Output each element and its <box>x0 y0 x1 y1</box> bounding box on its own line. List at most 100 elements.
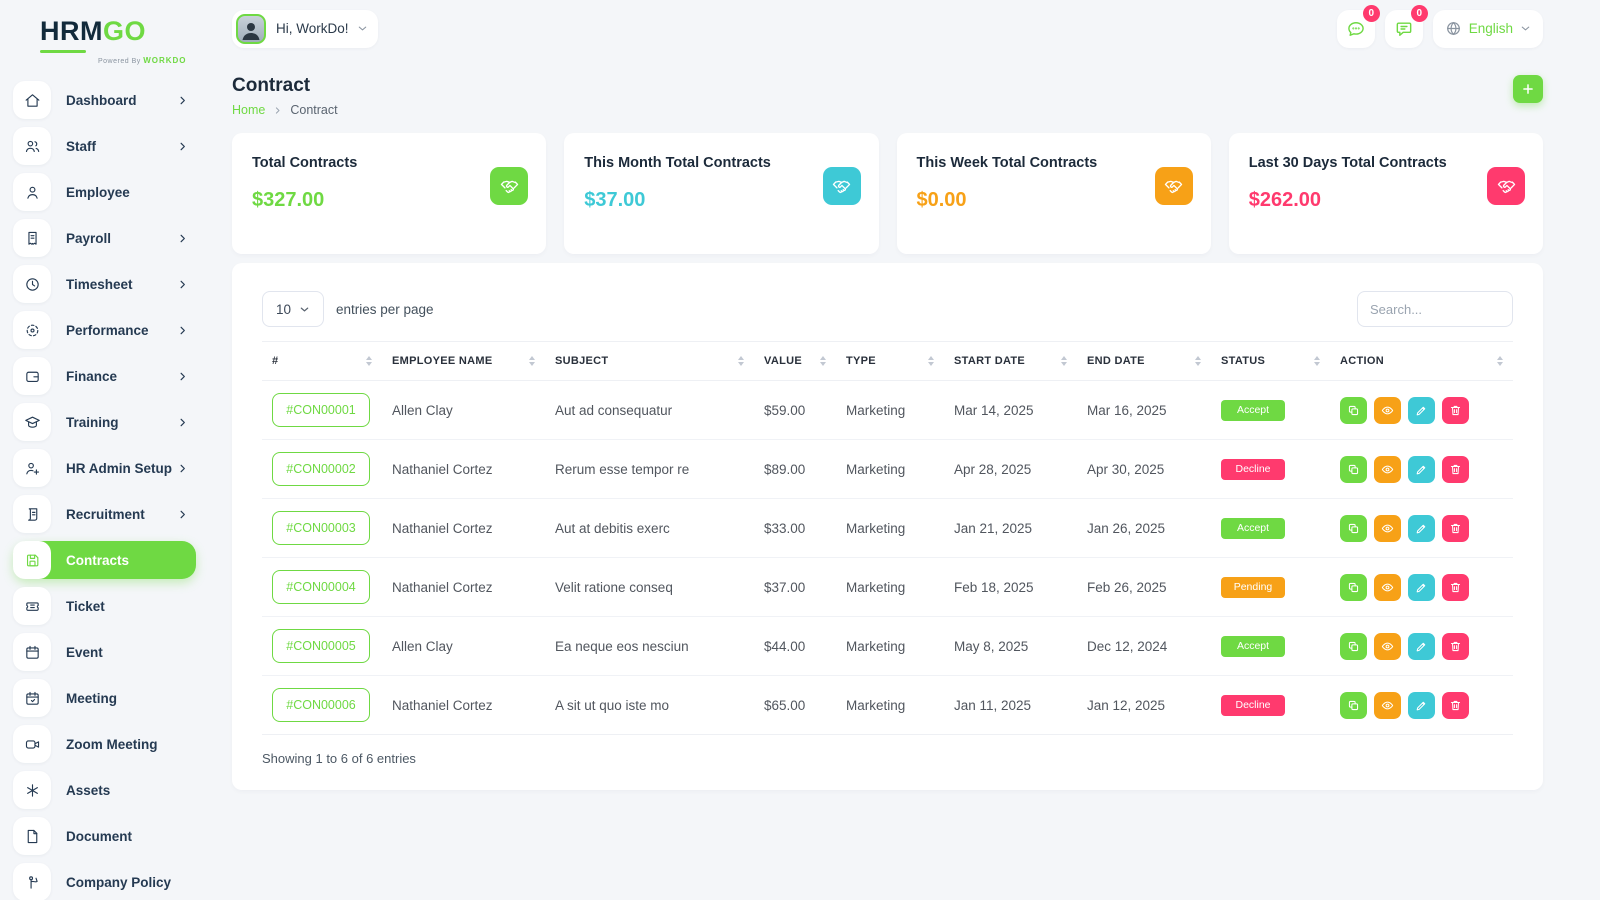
edit-button[interactable] <box>1408 573 1435 601</box>
delete-button[interactable] <box>1442 455 1469 483</box>
duplicate-button[interactable] <box>1340 455 1367 483</box>
contract-id-badge[interactable]: #CON00004 <box>272 570 370 604</box>
contract-id-badge[interactable]: #CON00005 <box>272 629 370 663</box>
cell-employee-name: Nathaniel Cortez <box>382 498 545 558</box>
sidebar-item-company-policy[interactable]: Company Policy <box>13 863 196 900</box>
column-header-status[interactable]: Status <box>1211 341 1330 381</box>
edit-button[interactable] <box>1408 632 1435 660</box>
column-header-subject[interactable]: Subject <box>545 341 754 381</box>
sort-icon <box>1187 356 1201 366</box>
duplicate-button[interactable] <box>1340 514 1367 542</box>
table-row: #CON00004 Nathaniel Cortez Velit ratione… <box>262 557 1513 617</box>
stat-card-title: This Month Total Contracts <box>584 155 771 171</box>
delete-button[interactable] <box>1442 632 1469 660</box>
pencil-icon <box>1415 699 1428 712</box>
breadcrumb-home-link[interactable]: Home <box>232 103 266 117</box>
eye-icon <box>1381 581 1394 594</box>
sidebar-item-timesheet[interactable]: Timesheet <box>13 265 196 303</box>
sidebar-item-contracts[interactable]: Contracts <box>13 541 196 579</box>
edit-button[interactable] <box>1408 514 1435 542</box>
messages-button[interactable]: 0 <box>1336 4 1380 48</box>
cell-start-date: Feb 18, 2025 <box>944 557 1077 617</box>
search-input[interactable] <box>1357 291 1513 327</box>
language-selector[interactable]: English <box>1432 9 1543 48</box>
status-badge[interactable]: Accept <box>1221 635 1285 657</box>
stat-card-amount: $327.00 <box>252 189 325 211</box>
column-header-value[interactable]: Value <box>754 341 836 381</box>
column-header-start-date[interactable]: Start Date <box>944 341 1077 381</box>
cell-value: $59.00 <box>754 380 836 440</box>
sidebar-item-assets[interactable]: Assets <box>13 771 196 809</box>
status-badge[interactable]: Decline <box>1221 458 1285 480</box>
edit-button[interactable] <box>1408 396 1435 424</box>
sidebar-item-meeting[interactable]: Meeting <box>13 679 196 717</box>
contract-id-badge[interactable]: #CON00006 <box>272 688 370 722</box>
duplicate-button[interactable] <box>1340 573 1367 601</box>
view-button[interactable] <box>1374 691 1401 719</box>
delete-button[interactable] <box>1442 691 1469 719</box>
calendar-icon <box>13 633 51 671</box>
sort-icon <box>1489 356 1503 366</box>
notifications-button[interactable]: 0 <box>1384 4 1428 48</box>
column-header-type[interactable]: Type <box>836 341 944 381</box>
sidebar-item-recruitment[interactable]: Recruitment <box>13 495 196 533</box>
contract-id-badge[interactable]: #CON00001 <box>272 393 370 427</box>
delete-button[interactable] <box>1442 514 1469 542</box>
column-header-action[interactable]: Action <box>1330 341 1513 381</box>
status-badge[interactable]: Accept <box>1221 517 1285 539</box>
sidebar-item-employee[interactable]: Employee <box>13 173 196 211</box>
status-badge[interactable]: Pending <box>1221 576 1285 598</box>
chevron-right-icon <box>273 106 282 115</box>
duplicate-button[interactable] <box>1340 691 1367 719</box>
sidebar-item-ticket[interactable]: Ticket <box>13 587 196 625</box>
edit-button[interactable] <box>1408 691 1435 719</box>
delete-button[interactable] <box>1442 396 1469 424</box>
avatar <box>236 13 266 44</box>
user-menu[interactable]: Hi, WorkDo! <box>232 9 378 48</box>
delete-button[interactable] <box>1442 573 1469 601</box>
sidebar-item-label: Meeting <box>66 690 118 706</box>
sidebar-item-training[interactable]: Training <box>13 403 196 441</box>
contract-id-badge[interactable]: #CON00002 <box>272 452 370 486</box>
column-header-employee-name[interactable]: Employee Name <box>382 341 545 381</box>
trash-icon <box>1449 463 1462 476</box>
sidebar-item-label: Event <box>66 644 103 660</box>
cell-subject: Aut at debitis exerc <box>545 498 754 558</box>
contract-id-badge[interactable]: #CON00003 <box>272 511 370 545</box>
edit-button[interactable] <box>1408 455 1435 483</box>
sidebar-item-performance[interactable]: Performance <box>13 311 196 349</box>
status-badge[interactable]: Decline <box>1221 694 1285 716</box>
column-header-id[interactable]: # <box>262 341 382 381</box>
view-button[interactable] <box>1374 455 1401 483</box>
home-icon <box>13 81 51 119</box>
sidebar-item-finance[interactable]: Finance <box>13 357 196 395</box>
table-row: #CON00002 Nathaniel Cortez Rerum esse te… <box>262 439 1513 499</box>
sidebar-item-document[interactable]: Document <box>13 817 196 855</box>
sidebar-item-hr-admin-setup[interactable]: HR Admin Setup <box>13 449 196 487</box>
duplicate-button[interactable] <box>1340 632 1367 660</box>
sidebar-item-payroll[interactable]: Payroll <box>13 219 196 257</box>
trash-icon <box>1449 699 1462 712</box>
cell-value: $33.00 <box>754 498 836 558</box>
status-badge[interactable]: Accept <box>1221 399 1285 421</box>
sidebar-item-zoom-meeting[interactable]: Zoom Meeting <box>13 725 196 763</box>
chat-dots-icon <box>1346 19 1366 39</box>
sidebar-item-staff[interactable]: Staff <box>13 127 196 165</box>
view-button[interactable] <box>1374 573 1401 601</box>
add-contract-button[interactable] <box>1513 75 1543 103</box>
sidebar-item-dashboard[interactable]: Dashboard <box>13 81 196 119</box>
sidebar-item-event[interactable]: Event <box>13 633 196 671</box>
table-row: #CON00005 Allen Clay Ea neque eos nesciu… <box>262 616 1513 676</box>
view-button[interactable] <box>1374 632 1401 660</box>
cell-employee-name: Allen Clay <box>382 380 545 440</box>
column-header-end-date[interactable]: End Date <box>1077 341 1211 381</box>
cell-end-date: Jan 26, 2025 <box>1077 498 1211 558</box>
view-button[interactable] <box>1374 514 1401 542</box>
row-actions <box>1340 691 1503 719</box>
video-icon <box>13 725 51 763</box>
entries-per-page-select[interactable]: 10 <box>262 291 324 327</box>
view-button[interactable] <box>1374 396 1401 424</box>
duplicate-button[interactable] <box>1340 396 1367 424</box>
scroll-icon <box>13 495 51 533</box>
